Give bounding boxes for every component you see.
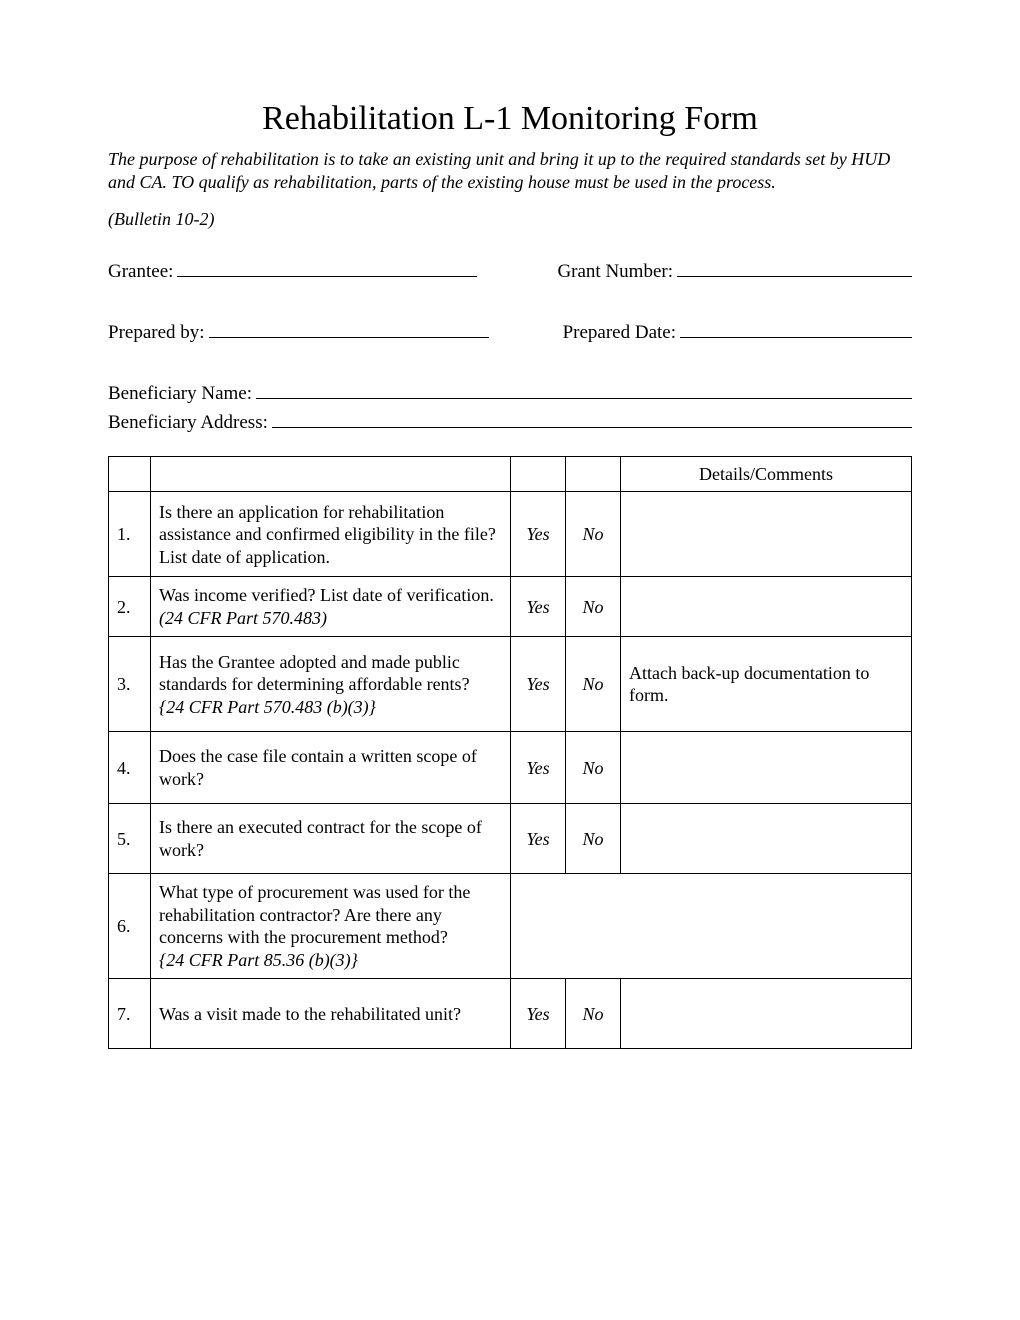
details-cell[interactable] <box>621 804 912 874</box>
th-no <box>566 456 621 492</box>
details-cell[interactable] <box>621 979 912 1049</box>
grant-number-input-line[interactable] <box>677 258 912 277</box>
no-cell[interactable]: No <box>566 492 621 577</box>
field-row-1: Grantee: Grant Number: <box>108 258 912 283</box>
beneficiary-address-label: Beneficiary Address: <box>108 412 268 434</box>
table-row: 7. Was a visit made to the rehabilitated… <box>109 979 912 1049</box>
details-cell[interactable]: Attach back-up documentation to form. <box>621 637 912 732</box>
yes-cell[interactable]: Yes <box>511 637 566 732</box>
th-num <box>109 456 151 492</box>
row-num: 7. <box>109 979 151 1049</box>
details-cell-merged[interactable] <box>511 874 912 979</box>
yes-cell[interactable]: Yes <box>511 492 566 577</box>
row-question: Is there an executed contract for the sc… <box>151 804 511 874</box>
row-num: 3. <box>109 637 151 732</box>
details-cell[interactable] <box>621 732 912 804</box>
field-row-2: Prepared by: Prepared Date: <box>108 319 912 344</box>
no-cell[interactable]: No <box>566 637 621 732</box>
table-row: 6. What type of procurement was used for… <box>109 874 912 979</box>
table-row: 2. Was income verified? List date of ver… <box>109 577 912 637</box>
prepared-date-input-line[interactable] <box>680 319 912 338</box>
page-title: Rehabilitation L-1 Monitoring Form <box>108 100 912 138</box>
grant-number-field: Grant Number: <box>557 258 912 283</box>
table-row: 1. Is there an application for rehabilit… <box>109 492 912 577</box>
row-num: 2. <box>109 577 151 637</box>
table-row: 3. Has the Grantee adopted and made publ… <box>109 637 912 732</box>
prepared-date-field: Prepared Date: <box>563 319 912 344</box>
no-cell[interactable]: No <box>566 979 621 1049</box>
row-question: What type of procurement was used for th… <box>151 874 511 979</box>
prepared-date-label: Prepared Date: <box>563 322 676 344</box>
th-yes <box>511 456 566 492</box>
row-question: Does the case file contain a written sco… <box>151 732 511 804</box>
row-question: Was income verified? List date of verifi… <box>151 577 511 637</box>
grant-number-label: Grant Number: <box>557 261 673 283</box>
th-question <box>151 456 511 492</box>
table-row: 4. Does the case file contain a written … <box>109 732 912 804</box>
beneficiary-name-label: Beneficiary Name: <box>108 383 252 405</box>
no-cell[interactable]: No <box>566 732 621 804</box>
grantee-input-line[interactable] <box>177 258 477 277</box>
yes-cell[interactable]: Yes <box>511 732 566 804</box>
beneficiary-name-input-line[interactable] <box>256 380 912 399</box>
row-question: Is there an application for rehabilitati… <box>151 492 511 577</box>
details-cell[interactable] <box>621 492 912 577</box>
yes-cell[interactable]: Yes <box>511 979 566 1049</box>
table-row: 5. Is there an executed contract for the… <box>109 804 912 874</box>
prepared-by-field: Prepared by: <box>108 319 489 344</box>
prepared-by-input-line[interactable] <box>209 319 489 338</box>
yes-cell[interactable]: Yes <box>511 804 566 874</box>
row-num: 6. <box>109 874 151 979</box>
grantee-label: Grantee: <box>108 261 173 283</box>
table-header-row: Details/Comments <box>109 456 912 492</box>
row-num: 1. <box>109 492 151 577</box>
beneficiary-address-field: Beneficiary Address: <box>108 409 912 434</box>
bulletin-text: (Bulletin 10-2) <box>108 209 912 230</box>
yes-cell[interactable]: Yes <box>511 577 566 637</box>
no-cell[interactable]: No <box>566 804 621 874</box>
checklist-table: Details/Comments 1. Is there an applicat… <box>108 456 912 1050</box>
row-num: 4. <box>109 732 151 804</box>
prepared-by-label: Prepared by: <box>108 322 205 344</box>
row-num: 5. <box>109 804 151 874</box>
row-question: Has the Grantee adopted and made public … <box>151 637 511 732</box>
details-cell[interactable] <box>621 577 912 637</box>
purpose-text: The purpose of rehabilitation is to take… <box>108 148 912 195</box>
beneficiary-name-field: Beneficiary Name: <box>108 380 912 405</box>
no-cell[interactable]: No <box>566 577 621 637</box>
grantee-field: Grantee: <box>108 258 477 283</box>
th-details: Details/Comments <box>621 456 912 492</box>
row-question: Was a visit made to the rehabilitated un… <box>151 979 511 1049</box>
beneficiary-address-input-line[interactable] <box>272 409 912 428</box>
